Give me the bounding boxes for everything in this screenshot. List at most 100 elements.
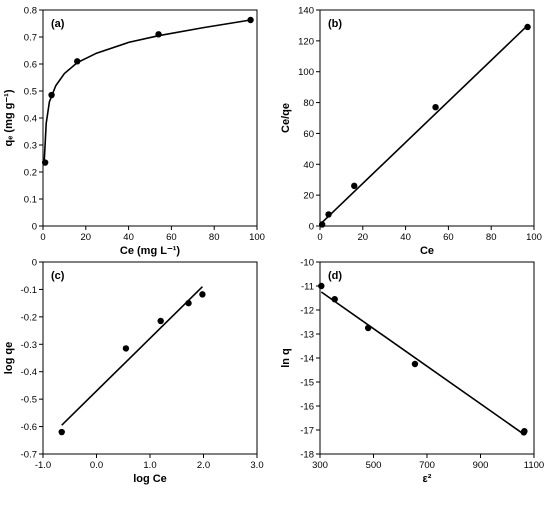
y-tick-label: 0.1 — [24, 195, 37, 206]
y-axis-label: ln q — [280, 348, 292, 368]
y-tick-label: -16 — [300, 402, 314, 413]
x-tick-label: -1.0 — [35, 460, 51, 471]
y-tick-label: 0 — [32, 222, 37, 233]
panel-c: -1.0 0.0 1.0 2.0 3.0 -0.7 -0.6 -0.5 -0.4 -0.3 -0.2… — [3, 258, 264, 486]
y-tick-label: 120 — [298, 36, 314, 47]
x-tick-label: 1.0 — [143, 460, 156, 471]
y-tick-label: 20 — [303, 191, 314, 202]
y-tick-label: -12 — [300, 306, 314, 317]
x-tick-label: 60 — [443, 232, 454, 243]
y-tick-label: -14 — [300, 354, 314, 365]
y-tick-label: 0.6 — [24, 60, 37, 71]
data-point — [74, 58, 81, 65]
panel-label: (d) — [328, 270, 342, 282]
data-point — [364, 324, 372, 332]
y-axis-label: Ce/qe — [280, 103, 292, 133]
y-tick-label: -17 — [300, 426, 314, 437]
y-tick-label: 40 — [303, 160, 314, 171]
x-tick-label: 60 — [166, 232, 177, 243]
fit-line — [320, 291, 526, 436]
plot-frame — [319, 9, 535, 227]
x-axis-label: ε² — [423, 473, 432, 485]
panel-d: 300 500 700 900 1100 -18 -17 -16 -15 -14 -13 -12 -11… — [280, 258, 544, 486]
y-tick-label: -11 — [301, 282, 314, 293]
data-point — [432, 104, 439, 111]
x-tick-label: 80 — [209, 232, 220, 243]
x-tick-label: 3.0 — [250, 460, 263, 471]
x-tick-label: 80 — [486, 232, 497, 243]
data-point — [122, 345, 130, 352]
y-tick-label: 0.4 — [24, 114, 37, 125]
x-tick-label: 1100 — [524, 460, 544, 471]
data-point — [331, 296, 338, 303]
data-point — [155, 31, 162, 38]
y-tick-label: 140 — [298, 6, 314, 17]
data-point — [318, 282, 325, 290]
x-tick-label: 0 — [317, 232, 322, 243]
y-tick-label: 0.3 — [24, 141, 37, 152]
data-point — [247, 16, 254, 24]
data-point — [185, 299, 192, 307]
y-tick-label: -10 — [300, 258, 314, 269]
y-tick-label: 60 — [303, 129, 314, 140]
plot-frame — [319, 261, 535, 455]
data-point — [524, 23, 531, 31]
fit-line — [319, 24, 529, 226]
data-point — [157, 317, 164, 325]
panel-label: (b) — [328, 18, 342, 30]
panel-label: (c) — [51, 270, 65, 282]
plot-frame — [42, 9, 258, 227]
fit-curve — [43, 19, 251, 164]
y-tick-label: 0 — [309, 222, 314, 233]
data-point — [199, 291, 206, 298]
y-tick-label: 100 — [298, 67, 314, 78]
x-tick-label: 0.0 — [90, 460, 103, 471]
y-tick-label: -18 — [300, 450, 314, 461]
y-tick-label: 0 — [32, 258, 37, 269]
data-point — [351, 182, 358, 190]
data-point — [521, 428, 528, 435]
panel-a: 0 20 40 60 80 100 0 0.1 0.2 0.3 0.4 0.5 0.6 0.7 0.8 (a)… — [3, 6, 265, 258]
x-axis-label: log Ce — [133, 473, 167, 485]
y-axis-label: qₑ (mg g⁻¹) — [3, 89, 15, 146]
y-axis-label: log qe — [3, 342, 15, 374]
x-tick-label: 100 — [526, 232, 542, 243]
y-tick-label: 80 — [303, 98, 314, 109]
data-point — [41, 159, 49, 166]
data-point — [58, 428, 65, 436]
plot-frame — [42, 261, 258, 455]
panel-b: 0 20 40 60 80 100 0 20 40 60 80 100 120 140 (b) Ce Ce/qe — [280, 6, 542, 258]
y-tick-label: 0.8 — [24, 6, 37, 17]
x-tick-label: 20 — [81, 232, 92, 243]
x-tick-label: 2.0 — [197, 460, 210, 471]
data-point — [318, 221, 326, 228]
x-tick-label: 20 — [358, 232, 369, 243]
x-tick-label: 300 — [312, 460, 328, 471]
x-tick-label: 100 — [249, 232, 265, 243]
x-tick-label: 900 — [473, 460, 489, 471]
data-point — [411, 360, 419, 368]
x-axis-label: Ce (mg L⁻¹) — [120, 245, 181, 257]
y-tick-label: 0.5 — [24, 87, 37, 98]
y-tick-label: -0.3 — [21, 340, 37, 351]
x-tick-label: 700 — [419, 460, 435, 471]
y-tick-label: 0.2 — [24, 168, 37, 179]
x-axis-label: Ce — [420, 245, 434, 257]
y-tick-label: -0.5 — [21, 395, 37, 406]
x-tick-label: 40 — [123, 232, 134, 243]
y-tick-label: -0.1 — [21, 285, 37, 296]
y-tick-label: -15 — [300, 378, 314, 389]
y-tick-label: 0.7 — [24, 33, 37, 44]
y-tick-label: -0.4 — [21, 367, 37, 378]
x-tick-label: 500 — [366, 460, 382, 471]
y-tick-label: -13 — [300, 330, 314, 341]
panel-label: (a) — [51, 18, 65, 30]
x-tick-label: 0 — [40, 232, 45, 243]
data-point — [48, 91, 55, 99]
y-tick-label: -0.7 — [21, 450, 37, 461]
data-point — [325, 211, 332, 218]
y-tick-label: -0.6 — [21, 422, 37, 433]
x-tick-label: 40 — [400, 232, 411, 243]
fit-line — [61, 286, 203, 426]
